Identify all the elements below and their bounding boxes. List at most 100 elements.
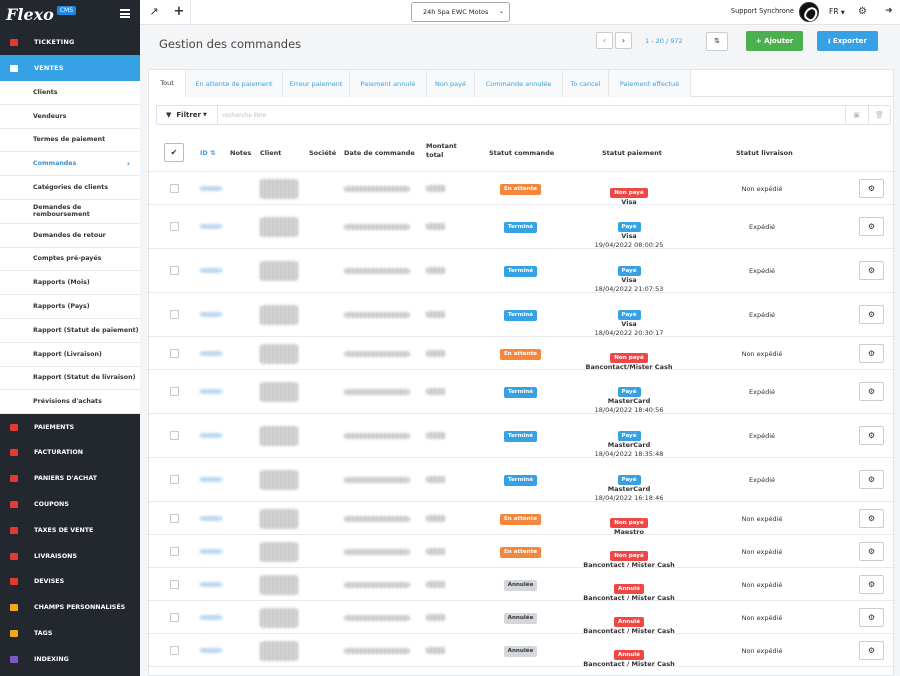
row-checkbox[interactable] [170, 546, 179, 556]
external-link-icon[interactable]: ↗ [149, 5, 159, 18]
sidebar-subitem[interactable]: Catégories de clients [0, 176, 140, 200]
order-id-redacted[interactable] [200, 350, 222, 356]
row-actions-button[interactable]: ⚙ [859, 640, 884, 660]
row-actions-button[interactable]: ⚙ [859, 574, 884, 594]
avatar[interactable] [799, 2, 819, 22]
tab-1[interactable]: En attente de paiement [186, 70, 283, 97]
order-id-redacted[interactable] [200, 389, 222, 394]
sidebar-subitem[interactable]: Clients [0, 81, 140, 105]
row-actions-button[interactable]: ⚙ [859, 382, 884, 401]
row-checkbox[interactable] [170, 183, 179, 193]
order-id-redacted[interactable] [200, 268, 222, 273]
sidebar-subitem[interactable]: Commandes › [0, 152, 140, 177]
order-id-redacted[interactable] [200, 548, 222, 554]
row-checkbox[interactable] [170, 475, 179, 484]
filter-button[interactable]: ▼ Filtrer ▼ [157, 106, 218, 124]
sort-button[interactable]: ⇅ [706, 32, 728, 51]
row-actions-button[interactable]: ⚙ [859, 426, 884, 445]
sidebar-item-taxes-de-vente[interactable]: TAXES DE VENTE [0, 517, 140, 543]
order-id-redacted[interactable] [200, 312, 222, 317]
row-checkbox[interactable] [170, 645, 179, 655]
tab-3[interactable]: Paiement annulé [350, 70, 427, 97]
sidebar-item-coupons[interactable]: COUPONS [0, 492, 140, 518]
export-button[interactable]: ⭳ Exporter [817, 31, 878, 51]
sidebar-item-livraisons[interactable]: LIVRAISONS [0, 543, 140, 569]
sidebar-subitem[interactable]: Rapport (Statut de livraison) [0, 366, 140, 391]
sidebar-subitem[interactable]: Demandes de remboursement [0, 199, 140, 224]
row-actions-button[interactable]: ⚙ [859, 217, 884, 236]
tab-5[interactable]: Commande annulée [475, 70, 563, 97]
row-checkbox[interactable] [170, 431, 179, 440]
add-button[interactable]: + Ajouter [746, 31, 803, 51]
row-actions-button[interactable]: ⚙ [859, 541, 884, 561]
sidebar-item-facturation[interactable]: FACTURATION [0, 440, 140, 466]
amount-redacted [426, 432, 446, 439]
table-row: Annulée Annulé Bancontact / Mister Cash Non… [149, 600, 893, 635]
payment-status-badge: Payé [617, 431, 641, 441]
sidebar-subitem[interactable]: Rapports (Pays) [0, 295, 140, 319]
row-actions-button[interactable]: ⚙ [859, 607, 884, 627]
row-actions-button[interactable]: ⚙ [859, 508, 884, 528]
order-id-redacted[interactable] [200, 614, 222, 620]
order-id-redacted[interactable] [200, 185, 222, 191]
menu-toggle-icon[interactable] [120, 9, 130, 18]
order-id-redacted[interactable] [200, 581, 222, 587]
sidebar-subitem[interactable]: Vendeurs [0, 104, 140, 129]
sidebar-item-paiements[interactable]: PAIEMENTS [0, 414, 140, 440]
sidebar-item-ventes[interactable]: VENTES [0, 55, 140, 81]
sidebar-item-indexing[interactable]: INDEXING [0, 646, 140, 672]
brand-logo[interactable]: Flexo [6, 5, 54, 24]
row-checkbox[interactable] [170, 310, 179, 319]
sidebar-item-tags[interactable]: TAGS [0, 621, 140, 647]
next-page-button[interactable]: › [615, 32, 632, 49]
search-input[interactable] [223, 106, 823, 124]
order-status-badge: Terminé [504, 475, 537, 486]
tab-7[interactable]: Paiement effectué [609, 70, 691, 97]
tab-4[interactable]: Non payé [427, 70, 475, 97]
prev-page-button[interactable]: ‹ [596, 32, 613, 49]
shop-select[interactable]: 24h Spa EWC Motos ⌄ [411, 2, 510, 22]
sidebar-subitem[interactable]: Rapport (Livraison) [0, 342, 140, 367]
row-actions-button[interactable]: ⚙ [859, 261, 884, 280]
row-checkbox[interactable] [170, 612, 179, 622]
sidebar-subitem[interactable]: Termes de paiement [0, 128, 140, 153]
plus-icon[interactable]: + [173, 4, 185, 19]
tab-6[interactable]: To cancel [563, 70, 609, 97]
save-icon[interactable]: ▣ [845, 106, 867, 124]
row-checkbox[interactable] [170, 513, 179, 523]
row-checkbox[interactable] [170, 348, 179, 358]
order-id-redacted[interactable] [200, 224, 222, 229]
row-checkbox[interactable] [170, 222, 179, 231]
row-actions-button[interactable]: ⚙ [859, 343, 884, 363]
gear-icon[interactable]: ⚙ [858, 6, 867, 17]
order-id-redacted[interactable] [200, 647, 222, 653]
sidebar-item-ticketing[interactable]: TICKETING [0, 29, 140, 55]
select-all-checkbox[interactable]: ✔ [164, 143, 184, 162]
row-actions-button[interactable]: ⚙ [859, 178, 884, 198]
row-actions-button[interactable]: ⚙ [859, 470, 884, 489]
trash-icon[interactable]: 🗑 [868, 106, 890, 124]
row-checkbox[interactable] [170, 266, 179, 275]
tab-2[interactable]: Erreur paiement [283, 70, 350, 97]
order-id-redacted[interactable] [200, 433, 222, 438]
sidebar-item-champs-personnalis-s[interactable]: CHAMPS PERSONNALISÉS [0, 595, 140, 621]
row-checkbox[interactable] [170, 387, 179, 396]
sidebar-subitem[interactable]: Rapports (Mois) [0, 271, 140, 296]
row-checkbox[interactable] [170, 579, 179, 589]
sidebar-subitem[interactable]: Demandes de retour [0, 223, 140, 248]
sidebar-subitem[interactable]: Comptes pré-payés [0, 247, 140, 272]
order-id-redacted[interactable] [200, 477, 222, 482]
tab-0[interactable]: Tout [149, 70, 186, 97]
logout-icon[interactable]: ➜ [885, 6, 893, 16]
support-label[interactable]: Support Synchrone [730, 7, 794, 15]
order-id-redacted[interactable] [200, 515, 222, 521]
sidebar-subitem[interactable]: Rapport (Statut de paiement) [0, 318, 140, 343]
sidebar-item-paniers-d-achat[interactable]: PANIERS D'ACHAT [0, 466, 140, 492]
column-id[interactable]: ID ⇅ [200, 149, 216, 158]
payment-status-badge: Non payé [610, 551, 648, 561]
row-actions-button[interactable]: ⚙ [859, 305, 884, 324]
sidebar-subitem[interactable]: Prévisions d'achats [0, 390, 140, 415]
language-select[interactable]: FR ▼ [829, 7, 845, 16]
ventes-icon [10, 64, 18, 72]
sidebar-item-devises[interactable]: DEVISES [0, 569, 140, 595]
